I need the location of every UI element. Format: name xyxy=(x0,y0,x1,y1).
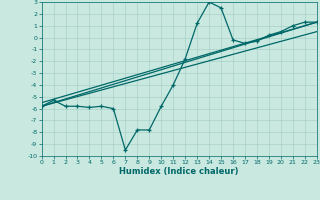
X-axis label: Humidex (Indice chaleur): Humidex (Indice chaleur) xyxy=(119,167,239,176)
